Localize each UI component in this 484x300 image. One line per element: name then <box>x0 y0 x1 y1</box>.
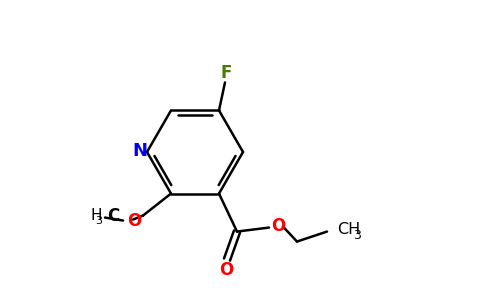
Text: CH: CH <box>337 222 360 237</box>
Text: C: C <box>107 207 119 225</box>
Text: O: O <box>127 212 141 230</box>
Text: 3: 3 <box>95 216 102 226</box>
Text: O: O <box>219 261 233 279</box>
Text: 3: 3 <box>353 229 361 242</box>
Text: H: H <box>91 208 102 223</box>
Text: N: N <box>133 142 148 160</box>
Text: F: F <box>220 64 232 82</box>
Text: O: O <box>271 217 285 235</box>
